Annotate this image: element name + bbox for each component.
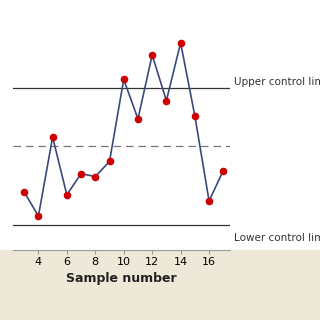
Point xyxy=(36,214,41,219)
Text: Upper control limit: Upper control limit xyxy=(234,77,320,87)
Point xyxy=(192,113,197,118)
X-axis label: Sample number: Sample number xyxy=(66,272,177,285)
Point xyxy=(206,198,212,204)
Point xyxy=(178,40,183,45)
Point xyxy=(22,189,27,194)
Point xyxy=(50,134,55,140)
Point xyxy=(135,116,140,121)
Point xyxy=(164,98,169,103)
Text: Lower control limit: Lower control limit xyxy=(234,233,320,243)
Point xyxy=(121,77,126,82)
Point xyxy=(93,174,98,179)
Point xyxy=(107,159,112,164)
Point xyxy=(221,168,226,173)
Point xyxy=(64,192,69,197)
Point xyxy=(150,52,155,58)
Point xyxy=(78,171,84,176)
